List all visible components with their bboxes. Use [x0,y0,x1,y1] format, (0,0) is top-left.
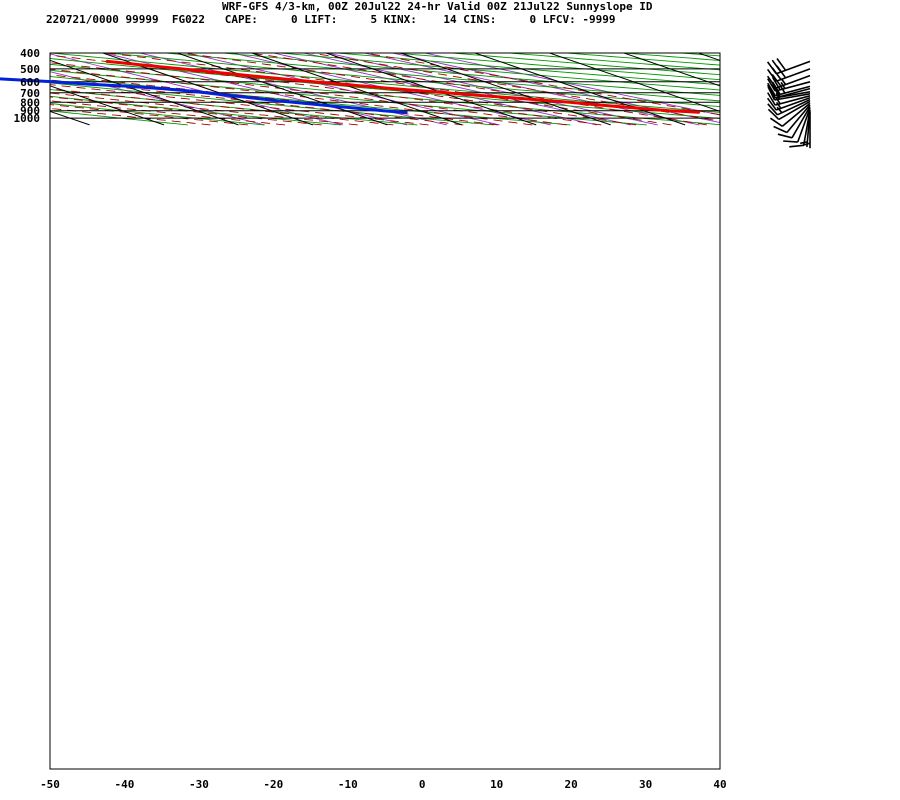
dry-adiabat-line [50,110,188,126]
wind-barb [769,102,811,127]
temperature-tick-label: -20 [263,778,283,791]
wind-barb [777,106,811,139]
temperature-tick-label: 0 [419,778,426,791]
moist-adiabat-line [50,107,211,126]
temperature-tick-label: 40 [713,778,726,791]
plot-area [50,53,720,769]
wind-barb [767,98,811,116]
isotherm-line [399,53,611,126]
pressure-tick-label: 400 [20,47,40,60]
dry-adiabat-line [50,103,265,126]
moist-adiabat-line [50,62,567,126]
wind-barb [767,83,811,99]
dry-adiabat-line [50,95,341,126]
wind-barb [802,112,811,149]
dry-adiabat-line [390,53,720,81]
temperature-trace [105,59,701,114]
pressure-tick-label: 500 [20,63,40,76]
pressure-tick-label: 600 [20,76,40,89]
wind-barb [767,92,811,106]
isotherm-line [50,85,165,126]
moist-adiabat-line [50,54,602,126]
temperature-tick-label: 30 [639,778,652,791]
moist-adiabat-line [50,100,286,126]
pressure-tick-label: 1000 [14,112,41,125]
sounding-indices: 220721/0000 99999 FG022 CAPE: 0 LIFT: 5 … [46,13,616,26]
temperature-tick-label: -30 [189,778,209,791]
plot-background [50,53,720,769]
sounding-traces [0,59,701,114]
dry-adiabat-line [850,33,900,125]
wind-barb [766,74,811,89]
plot-frame [49,52,721,770]
pressure-tick-label: 900 [20,105,40,118]
dry-adiabat-line [797,33,900,125]
isotherm-line [696,53,720,61]
pressure-tick-label: 700 [20,87,40,100]
wind-barb [767,76,811,92]
moist-adiabat-line [50,74,498,126]
wind-barbs [766,58,811,149]
isotherm-line [622,53,720,87]
dry-adiabat-line [561,53,720,66]
chart-title: WRF-GFS 4/3-km, 00Z 20Jul22 24-hr Valid … [222,0,653,13]
wind-barb [766,96,811,111]
dry-adiabat-line [692,33,900,125]
dewpoint-trace [0,77,408,114]
temperature-tick-label: 10 [490,778,503,791]
temperature-tick-label: -10 [338,778,358,791]
isotherm-line [175,53,388,126]
dry-adiabat-line [275,53,720,91]
temperature-tick-label: -40 [114,778,134,791]
isobar-grid [49,52,721,770]
dry-adiabat-line [504,53,720,71]
isotherm-line [50,59,239,126]
dry-adiabat-line [447,53,720,76]
dry-adiabat-line [333,53,720,86]
moist-adiabat-line [50,104,248,126]
wind-barb [767,86,811,101]
pressure-tick-label: 800 [20,96,40,109]
moist-adiabat-line [101,53,637,126]
dry-adiabat-line [619,53,720,61]
isotherm-line [473,53,686,126]
isotherm-line [324,53,537,126]
wind-barb [783,107,811,143]
wind-barb [773,104,811,134]
temperature-tick-label: 20 [564,778,577,791]
wind-barb [767,100,811,121]
temperature-tick-label: -50 [40,778,60,791]
isotherm-line [101,53,314,126]
